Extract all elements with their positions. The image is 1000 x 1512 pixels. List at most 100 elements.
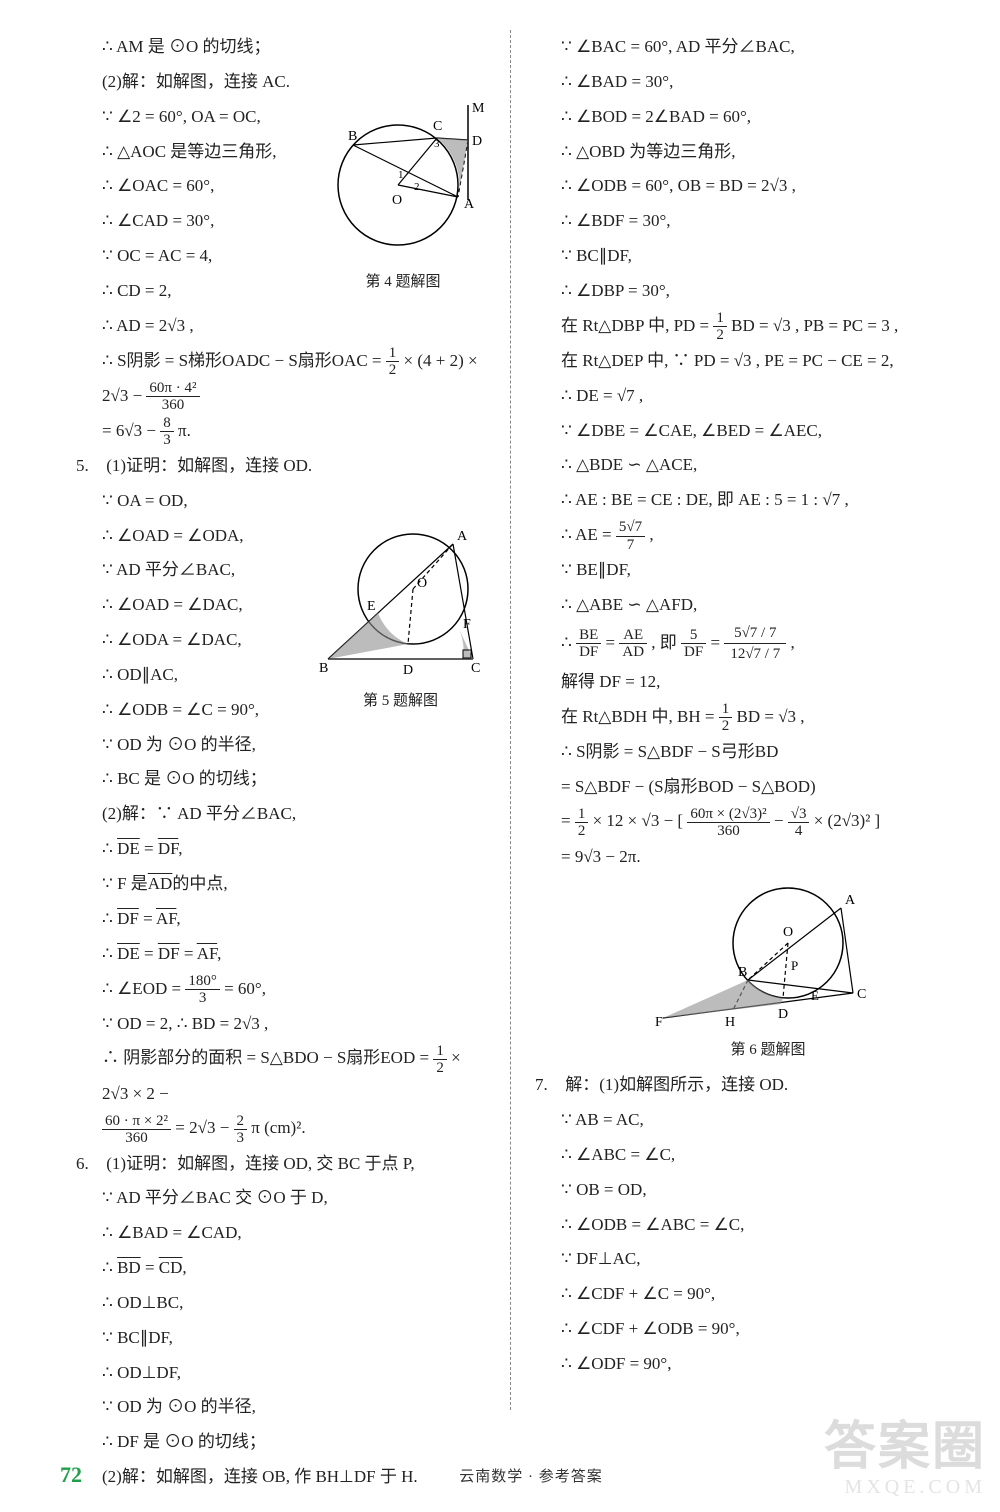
text-line: 6. (1)证明：如解图，连接 OD, 交 BC 于点 P, (74, 1147, 488, 1182)
fraction: 12 (719, 701, 733, 735)
text-line: ∴ AE = 5√77 , (533, 518, 946, 553)
question-number: 7. (535, 1068, 561, 1103)
fraction: 12 (713, 310, 727, 344)
text-line: 在 Rt△DBP 中, PD = 12 BD = √3 , PB = PC = … (533, 309, 946, 344)
text-line: ∴ ∠ODB = 60°, OB = BD = 2√3 , (533, 169, 946, 204)
text-line: = 9√3 − 2π. (533, 840, 946, 875)
fraction: 60π · 4²360 (146, 380, 199, 414)
text-line: ∵ ∠BAC = 60°, AD 平分∠BAC, (533, 30, 946, 65)
fraction: 23 (234, 1113, 248, 1147)
text-line: = 12 × 12 × √3 − [ 60π × (2√3)²360 − √34… (533, 804, 946, 839)
svg-text:M: M (472, 101, 485, 116)
right-column: ∵ ∠BAC = 60°, AD 平分∠BAC, ∴ ∠BAD = 30°, ∴… (510, 30, 960, 1410)
fraction: 60 · π × 2²360 (102, 1113, 171, 1147)
question-number: 6. (76, 1147, 102, 1182)
text-line: ∴ AE : BE = CE : DE, 即 AE : 5 = 1 : √7 , (533, 483, 946, 518)
text-line: ∴ BEDF = AEAD , 即 5DF = 5√7 / 712√7 / 7 … (533, 623, 946, 665)
text-line: ∵ BE∥DF, (533, 553, 946, 588)
svg-text:H: H (725, 1015, 735, 1030)
svg-text:C: C (857, 987, 866, 1002)
text-line: 60 · π × 2²360 = 2√3 − 23 π (cm)². (74, 1111, 488, 1146)
svg-text:O: O (392, 193, 402, 208)
text-line: ∴ ∠BDF = 30°, (533, 204, 946, 239)
svg-text:A: A (464, 197, 475, 212)
text-line: ∴ OD⊥DF, (74, 1356, 488, 1391)
fig5-caption: 第 5 题解图 (313, 686, 488, 717)
text-line: ∴ ∠BAD = ∠CAD, (74, 1216, 488, 1251)
svg-text:B: B (319, 661, 328, 676)
svg-text:E: E (811, 988, 819, 1003)
fig4-svg: B C D A O M 1 2 3 (318, 100, 488, 265)
text-line: ∵ BC∥DF, (533, 239, 946, 274)
question-number: 5. (76, 449, 102, 484)
text-line: ∴ DE = DF, (74, 832, 488, 867)
frag: (1)证明：如解图，连接 OD. (106, 456, 312, 475)
text-line: ∴ △BDE ∽ △ACE, (533, 448, 946, 483)
svg-text:E: E (367, 599, 376, 614)
text-line: ∴ DF = AF, (74, 902, 488, 937)
text-line: ∵ AD 平分∠BAC 交 ⊙O 于 D, (74, 1181, 488, 1216)
text-line: ∵ OD = 2, ∴ BD = 2√3 , (74, 1007, 488, 1042)
svg-text:D: D (403, 663, 413, 678)
text-line: ∴ BD = CD, (74, 1251, 488, 1286)
fig5-svg: A O E F B D C (313, 514, 488, 684)
fraction: 5DF (681, 627, 706, 661)
fig6-svg: A O P B C E F H D (653, 878, 883, 1033)
left-column: ∴ AM 是 ⊙O 的切线； (2)解：如解图，连接 AC. B C D (60, 30, 510, 1410)
footer: 72 云南数学 · 参考答案 (60, 1462, 960, 1488)
text-line: ∴ AD = 2√3 , (74, 309, 488, 344)
text-line: ∴ ∠CDF + ∠C = 90°, (533, 1277, 946, 1312)
figure-5: A O E F B D C 第 5 题解图 (313, 514, 488, 717)
text-line: ∴ ∠ODB = ∠ABC = ∠C, (533, 1208, 946, 1243)
text-line: ∴ DE = √7 , (533, 379, 946, 414)
footer-title: 云南数学 · 参考答案 (102, 1465, 960, 1486)
svg-text:D: D (472, 134, 482, 149)
text-line: ∵ ∠DBE = ∠CAE, ∠BED = ∠AEC, (533, 414, 946, 449)
fraction: 83 (160, 415, 174, 449)
text-line: ∴ S阴影 = S△BDF − S弓形BD (533, 735, 946, 770)
svg-text:O: O (417, 576, 427, 591)
text-line: ∴ OD⊥BC, (74, 1286, 488, 1321)
figure-4: B C D A O M 1 2 3 第 4 题解图 (318, 100, 488, 298)
text-line: (2)解：如解图，连接 AC. (74, 65, 488, 100)
svg-text:C: C (471, 661, 480, 676)
svg-text:1: 1 (398, 169, 404, 181)
text-line: ∴ ∠DBP = 30°, (533, 274, 946, 309)
svg-text:A: A (845, 893, 856, 908)
svg-text:D: D (778, 1007, 788, 1022)
fraction: 12 (433, 1043, 447, 1077)
svg-text:B: B (738, 965, 747, 980)
text-line: ∵ DF⊥AC, (533, 1242, 946, 1277)
text-line: ∴ ∠ABC = ∠C, (533, 1138, 946, 1173)
frag: ∴ S阴影 = S梯形OADC − S扇形OAC = (102, 351, 386, 370)
text-line: ∴ DE = DF = AF, (74, 937, 488, 972)
text-line: ∴ △ABE ∽ △AFD, (533, 588, 946, 623)
fraction: BEDF (576, 627, 601, 661)
text-line: ∵ OD 为 ⊙O 的半径, (74, 728, 488, 763)
text-line: ∴ DF 是 ⊙O 的切线； (74, 1425, 488, 1460)
text-line: 5. (1)证明：如解图，连接 OD. (74, 449, 488, 484)
text-line: ∴ ∠CDF + ∠ODB = 90°, (533, 1312, 946, 1347)
text-line: ∵ OD 为 ⊙O 的半径, (74, 1390, 488, 1425)
text-line: ∴ ∠BOD = 2∠BAD = 60°, (533, 100, 946, 135)
text-line: 在 Rt△DEP 中, ∵ PD = √3 , PE = PC − CE = 2… (533, 344, 946, 379)
text-line: ∵ OB = OD, (533, 1173, 946, 1208)
frag: = 6√3 − (102, 421, 160, 440)
fig4-caption: 第 4 题解图 (318, 267, 488, 298)
text-line: ∴ △OBD 为等边三角形, (533, 135, 946, 170)
svg-text:O: O (783, 925, 793, 940)
two-column-layout: ∴ AM 是 ⊙O 的切线； (2)解：如解图，连接 AC. B C D (60, 30, 960, 1410)
fraction: 180°3 (185, 973, 220, 1007)
svg-text:B: B (348, 129, 357, 144)
text-line: 在 Rt△BDH 中, BH = 12 BD = √3 , (533, 700, 946, 735)
svg-text:F: F (463, 617, 471, 632)
text-line: ∴ BC 是 ⊙O 的切线； (74, 762, 488, 797)
text-line: ∴ ∠EOD = 180°3 = 60°, (74, 972, 488, 1007)
svg-text:F: F (655, 1015, 663, 1030)
fraction: 12 (386, 345, 400, 379)
fraction: 12 (575, 806, 589, 840)
page-number: 72 (60, 1462, 82, 1488)
frag: π. (178, 421, 191, 440)
text-line: 7. 解：(1)如解图所示，连接 OD. (533, 1068, 946, 1103)
fig6-caption: 第 6 题解图 (653, 1035, 883, 1066)
